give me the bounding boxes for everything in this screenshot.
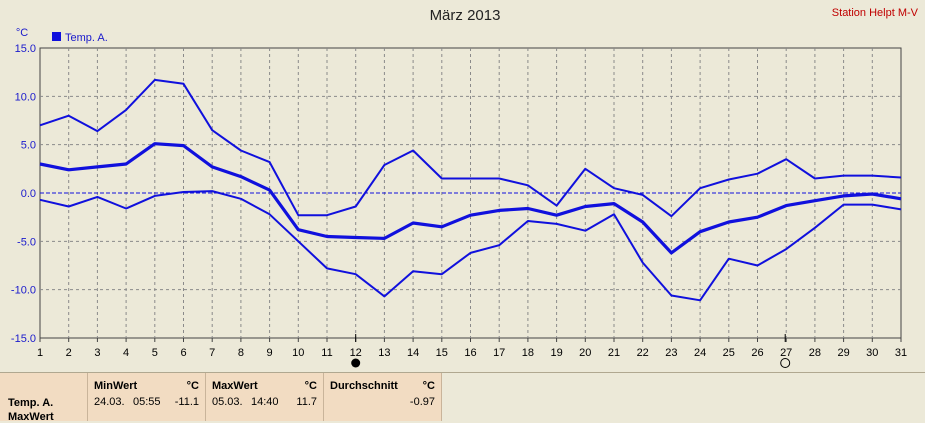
- x-tick-label: 10: [292, 347, 304, 359]
- average-cell: Durchschnitt °C -0.97: [324, 373, 442, 421]
- max-unit: °C: [304, 380, 317, 392]
- x-tick-label: 29: [837, 347, 849, 359]
- open-marker: [780, 358, 791, 368]
- x-tick-label: 25: [723, 347, 735, 359]
- min-unit: °C: [186, 380, 199, 392]
- legend-swatch: [52, 32, 61, 41]
- x-tick-label: 31: [895, 347, 907, 359]
- y-tick-label: 5.0: [21, 140, 36, 152]
- x-tick-label: 19: [550, 347, 562, 359]
- max-date: 05.03.: [212, 396, 243, 408]
- filled-marker: [351, 358, 361, 368]
- x-tick-label: 4: [123, 347, 129, 359]
- row-label-maxwert: MaxWert: [8, 411, 54, 423]
- y-tick-label: -10.0: [11, 285, 36, 297]
- plot-area: 15.010.05.00.0-5.0-10.0-15.01 2 3 4 5 6 7 8 9 10 1…: [11, 43, 907, 368]
- min-date: 24.03.: [94, 396, 125, 408]
- x-tick-label: 18: [522, 347, 534, 359]
- x-tick-label: 22: [637, 347, 649, 359]
- max-header: MaxWert: [212, 380, 258, 392]
- legend: Temp. A.: [52, 32, 108, 44]
- avg-header: Durchschnitt: [330, 380, 398, 392]
- y-tick-label: 10.0: [15, 91, 36, 103]
- chart-title: März 2013: [430, 7, 501, 24]
- x-tick-label: 26: [751, 347, 763, 359]
- station-name: Station Helpt M-V: [832, 7, 919, 19]
- y-tick-label: 15.0: [15, 43, 36, 55]
- x-tick-label: 15: [436, 347, 448, 359]
- min-header: MinWert: [94, 380, 138, 392]
- x-tick-label: 5: [152, 347, 158, 359]
- x-tick-label: 11: [321, 347, 332, 359]
- min-value: -11.1: [174, 396, 199, 408]
- x-tick-label: 3: [94, 347, 100, 359]
- x-tick-label: 13: [378, 347, 390, 359]
- series-line-3: [39, 190, 902, 302]
- x-tick-label: 21: [608, 347, 620, 359]
- series-line-1: [39, 78, 902, 218]
- max-value-cell: MaxWert °C 05.03. 14:40 11.7: [206, 373, 324, 421]
- x-tick-label: 7: [209, 347, 215, 359]
- x-tick-label: 2: [66, 347, 72, 359]
- x-tick-label: 9: [267, 347, 273, 359]
- avg-unit: °C: [422, 380, 435, 392]
- y-tick-label: -5.0: [17, 236, 36, 248]
- x-tick-label: 30: [866, 347, 878, 359]
- x-tick-label: 12: [350, 347, 362, 359]
- x-tick-label: 14: [407, 347, 419, 359]
- temperature-chart: März 2013 Station Helpt M-V °C Temp. A. …: [11, 7, 919, 368]
- max-time: 14:40: [251, 396, 279, 408]
- row-label-temp: Temp. A.: [8, 397, 54, 409]
- legend-label: Temp. A.: [65, 32, 108, 44]
- x-tick-label: 28: [809, 347, 821, 359]
- min-time: 05:55: [133, 396, 161, 408]
- x-tick-label: 27: [780, 347, 792, 359]
- y-axis-unit: °C: [16, 27, 28, 39]
- x-tick-label: 6: [180, 347, 186, 359]
- max-value: 11.7: [296, 396, 317, 408]
- x-tick-label: 17: [493, 347, 505, 359]
- stats-row-labels: Temp. A. MaxWert: [0, 373, 88, 423]
- avg-value: -0.97: [409, 396, 435, 408]
- min-value-cell: MinWert °C 24.03. 05:55 -11.1: [88, 373, 206, 421]
- x-tick-label: 16: [464, 347, 476, 359]
- stats-panel: Temp. A. MaxWert MinWert °C 24.03. 05:55…: [0, 372, 925, 423]
- y-tick-label: 0.0: [21, 188, 36, 200]
- series-line-2: [39, 142, 902, 255]
- x-tick-label: 20: [579, 347, 591, 359]
- x-tick-label: 1: [37, 347, 43, 359]
- y-tick-label: -15.0: [11, 333, 36, 345]
- x-tick-label: 23: [665, 347, 677, 359]
- x-tick-label: 24: [694, 347, 706, 359]
- x-tick-label: 8: [238, 347, 244, 359]
